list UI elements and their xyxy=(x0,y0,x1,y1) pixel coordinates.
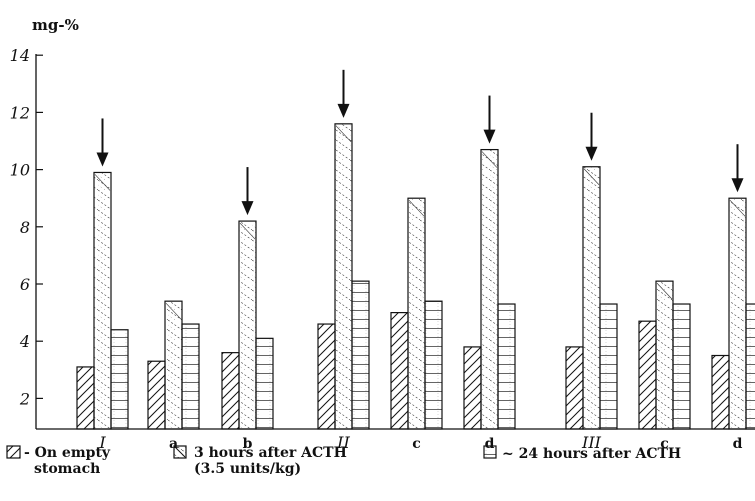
legend: - On empty stomach 3 hours after ACTH (3… xyxy=(6,445,681,477)
y-tick-label: 6 xyxy=(20,275,30,294)
x-category-label: II xyxy=(336,433,350,452)
arrows-group xyxy=(96,69,744,216)
bar-series2-II-3 xyxy=(334,123,353,430)
arrow-head xyxy=(96,152,109,167)
bar-hatch-accent xyxy=(583,168,600,185)
legend-label-empty-stomach-line1: - On empty xyxy=(24,445,111,461)
bar-series1-II-3 xyxy=(317,323,336,430)
y-tick-label: 2 xyxy=(19,389,30,408)
bar-series2-III-6 xyxy=(582,166,601,430)
bar-hatch-accent xyxy=(94,174,111,191)
bar-series1-III-6 xyxy=(565,346,584,430)
bar-series2-a-1 xyxy=(164,300,183,430)
bar-series2-c-4 xyxy=(407,197,426,430)
bar-hatch-accent xyxy=(165,302,182,320)
bar-series1-I-0 xyxy=(76,366,95,430)
x-category-label: d xyxy=(485,436,495,452)
arrow-head xyxy=(731,178,744,193)
bar-hatch-accent xyxy=(481,151,498,168)
arrow-head xyxy=(585,146,598,161)
x-category-label: d xyxy=(733,436,743,452)
legend-label-24-hours-line1: ~ 24 hours after ACTH xyxy=(502,446,681,462)
arrow-head xyxy=(483,129,496,144)
y-tick-label: 12 xyxy=(10,103,30,122)
bar-series3-c-7 xyxy=(672,303,691,430)
legend-label-empty-stomach-line2: stomach xyxy=(34,461,100,477)
x-category-label: c xyxy=(412,436,421,452)
bar-series2-d-5 xyxy=(480,148,499,430)
legend-swatch-empty-stomach xyxy=(6,445,21,459)
legend-label-3-hours-line2: (3.5 units/kg) xyxy=(194,461,301,477)
bar-series3-I-0 xyxy=(110,329,129,430)
bar-hatch-accent xyxy=(656,282,673,300)
x-category-label: a xyxy=(169,436,178,452)
y-tick-label: 8 xyxy=(20,218,30,237)
bar-series1-c-4 xyxy=(390,312,409,430)
x-category-label: b xyxy=(243,436,253,452)
y-axis: 2 4 6 8 10 12 14 xyxy=(10,46,43,429)
bar-series3-III-6 xyxy=(599,303,618,430)
bar-series1-d-8 xyxy=(711,354,730,430)
arrow-head xyxy=(337,103,350,118)
bar-hatch-accent xyxy=(239,222,256,240)
bar-series3-d-5 xyxy=(497,303,516,430)
arrow-head xyxy=(241,201,254,216)
y-tick-label: 4 xyxy=(19,332,30,351)
bar-series3-d-8 xyxy=(745,303,755,430)
bar-series3-b-2 xyxy=(255,337,274,430)
x-category-label: I xyxy=(98,433,106,452)
bar-series2-c-7 xyxy=(655,280,674,430)
bar-series3-II-3 xyxy=(351,280,370,430)
bar-series2-d-8 xyxy=(728,197,747,430)
y-tick-label: 14 xyxy=(10,46,30,65)
bar-series2-I-0 xyxy=(93,171,112,430)
y-tick-label: 10 xyxy=(10,161,30,180)
bar-series1-b-2 xyxy=(221,352,240,430)
bar-hatch-accent xyxy=(729,199,746,217)
bar-series1-a-1 xyxy=(147,360,166,430)
bar-series1-c-7 xyxy=(638,320,657,430)
legend-swatch-24-hours xyxy=(483,445,497,459)
bar-series3-a-1 xyxy=(181,323,200,430)
bar-series2-b-2 xyxy=(238,220,257,430)
bar-series1-d-5 xyxy=(463,346,482,430)
y-axis-unit-label: mg-% xyxy=(32,16,79,34)
bar-hatch-accent xyxy=(408,199,425,217)
bar-hatch-accent xyxy=(335,125,352,143)
x-category-label: c xyxy=(660,436,669,452)
legend-label-3-hours-line1: 3 hours after ACTH xyxy=(194,445,347,461)
bar-series3-c-4 xyxy=(424,300,443,430)
x-category-label: III xyxy=(581,433,602,452)
bars-group xyxy=(76,123,755,430)
